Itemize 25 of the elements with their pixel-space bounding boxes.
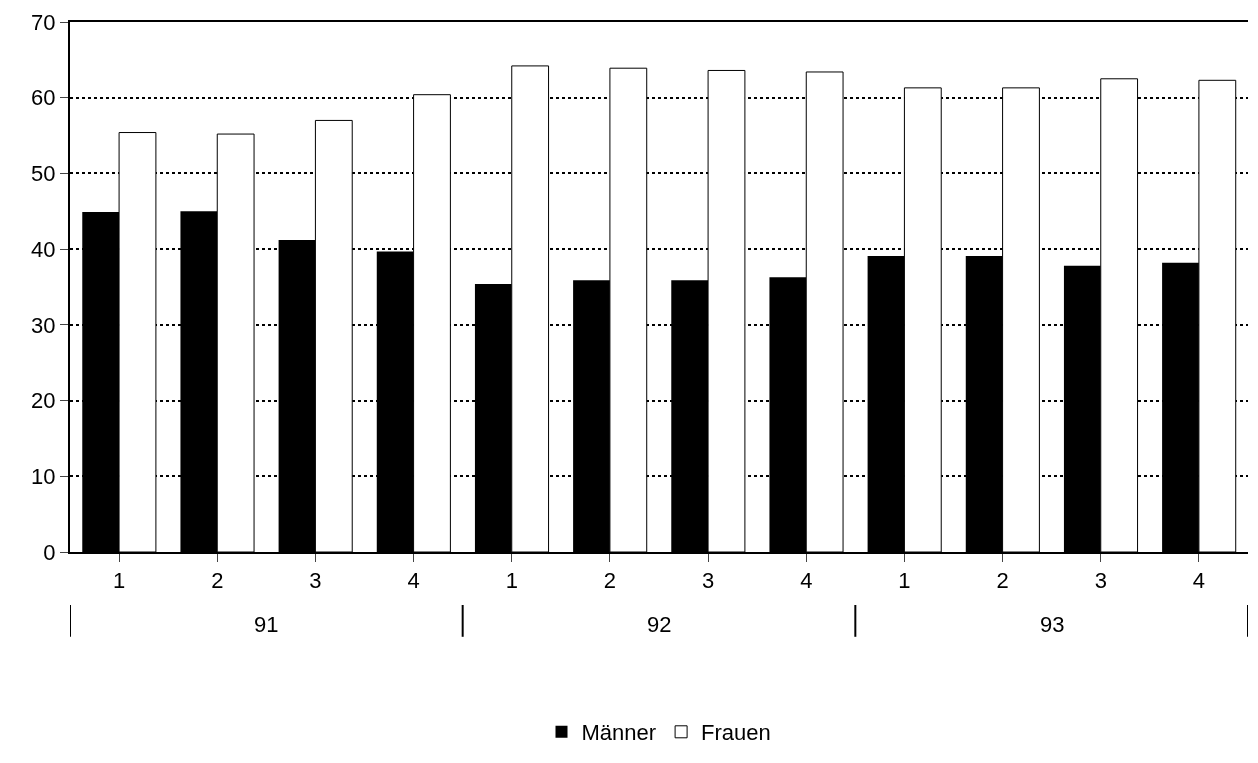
text: 93 [1040, 612, 1065, 637]
text: 92 [647, 612, 672, 637]
y-tick-label: 60 [31, 85, 56, 111]
x-tick-label: 3 [1094, 568, 1107, 594]
y-tick-label: 50 [31, 161, 56, 187]
x-tick-label: 1 [898, 568, 911, 594]
y-tick-label: 20 [31, 388, 56, 414]
x-tick-label: 1 [505, 568, 518, 594]
legend-label: Männer [581, 720, 657, 746]
x-tick-label: 3 [701, 568, 715, 594]
x-tick-label: 2 [996, 568, 1009, 594]
legend-label: Frauen [701, 720, 771, 746]
x-tick-label: 2 [603, 568, 617, 594]
y-tick-label: 0 [43, 539, 56, 565]
y-tick-label: 40 [31, 236, 56, 262]
x-tick-label: 1 [112, 568, 126, 594]
x-tick-label: 4 [800, 568, 813, 594]
y-tick-label: 70 [31, 9, 56, 35]
x-tick-label: 4 [407, 568, 420, 594]
text: 91 [254, 612, 279, 637]
y-tick-label: 30 [31, 312, 56, 338]
x-tick-label: 2 [211, 568, 224, 594]
x-tick-label: 3 [309, 568, 322, 594]
y-tick-label: 10 [31, 463, 56, 489]
x-tick-label: 4 [1192, 568, 1206, 594]
